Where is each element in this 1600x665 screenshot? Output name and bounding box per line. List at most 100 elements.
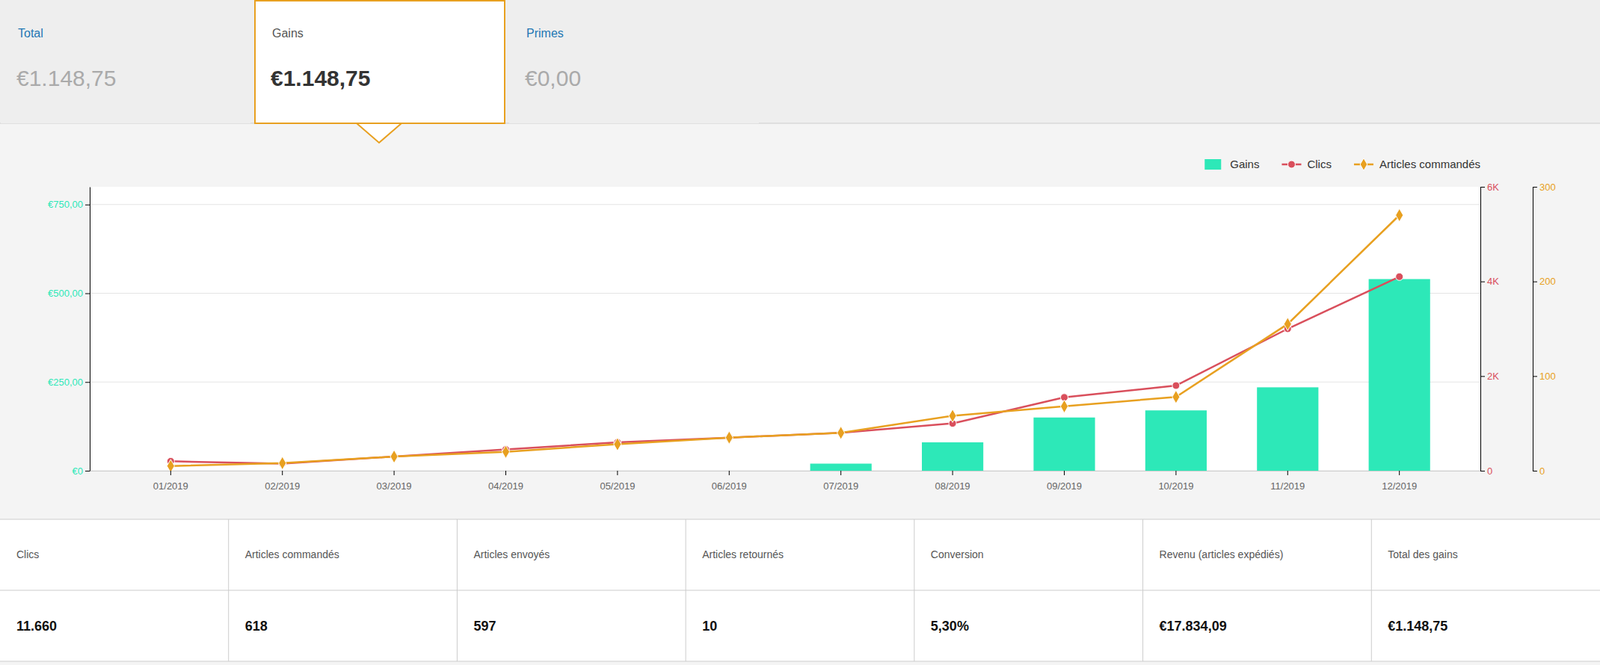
grid-line: [89, 293, 1481, 294]
grid-line: [89, 382, 1481, 383]
table-rule: [0, 519, 1600, 521]
tick: 06/2019: [711, 471, 747, 492]
tick-label: 200: [1539, 275, 1556, 288]
legend-item: Clics: [1281, 157, 1332, 171]
bar: [810, 464, 872, 472]
tick-label: €250,00: [47, 376, 83, 389]
tick: €250,00: [47, 376, 90, 389]
marks: [166, 208, 1431, 472]
table-separator: [1142, 519, 1144, 662]
tick-mark: [505, 471, 507, 476]
tab-pointer: [356, 123, 402, 143]
table-header: Articles envoyés: [473, 548, 550, 561]
bar: [363, 471, 425, 472]
tick-mark: [170, 471, 172, 476]
tick-mark: [1480, 471, 1485, 472]
tick-mark: [1398, 471, 1400, 476]
bar: [698, 471, 760, 472]
tick: €0: [72, 465, 90, 478]
tick: 2K: [1480, 370, 1500, 383]
tick-label: 04/2019: [488, 480, 524, 492]
tick-label: 2K: [1487, 370, 1500, 383]
legend-item: Articles commandés: [1354, 157, 1481, 171]
tick: 300: [1532, 181, 1556, 193]
tick: 11/2019: [1270, 471, 1305, 492]
tick: 0: [1480, 465, 1493, 478]
tick-mark: [1480, 186, 1485, 188]
tick-label: 01/2019: [153, 480, 189, 492]
tick: 10/2019: [1158, 471, 1194, 492]
tick: 01/2019: [153, 471, 189, 492]
table-separator: [913, 519, 915, 662]
tick-label: 11/2019: [1270, 480, 1305, 492]
tick: 02/2019: [264, 471, 300, 492]
tab-value: €0,00: [524, 65, 581, 91]
bar: [1256, 387, 1319, 472]
marker: [390, 450, 398, 464]
tick: 0: [1532, 465, 1545, 478]
table-value: €1.148,75: [1387, 619, 1448, 635]
tick-mark: [616, 471, 618, 476]
bar: [586, 471, 649, 472]
bar: [921, 442, 984, 472]
bar-series: [810, 279, 1431, 472]
tick-mark: [1175, 471, 1177, 476]
legend-label: Gains: [1229, 157, 1260, 171]
bar: [1368, 279, 1431, 472]
marker: [1172, 382, 1180, 390]
marker: [501, 445, 510, 460]
tick-mark: [952, 471, 954, 476]
tab: Primes €0,00: [509, 0, 759, 124]
tick: 07/2019: [823, 471, 859, 492]
header-background: [0, 0, 1600, 124]
header: Total€1.148,75Gains€1.148,75Primes€0,00: [0, 0, 1600, 124]
axis-line: [89, 187, 91, 472]
chart: 01/201902/201903/201904/201905/201906/20…: [47, 157, 1556, 492]
table-value: 618: [245, 619, 268, 635]
marker: [725, 431, 733, 445]
tick-label: 6K: [1487, 181, 1500, 193]
tick-label: 03/2019: [376, 480, 412, 492]
tab-background: [254, 0, 505, 124]
bar: [474, 471, 537, 472]
tick-label: 10/2019: [1158, 480, 1194, 492]
tab-value: €1.148,75: [270, 65, 371, 91]
table-value: 5,30%: [930, 619, 969, 635]
marker: [1060, 400, 1068, 414]
tab-label: Primes: [526, 26, 564, 40]
tick-label: €0: [72, 465, 83, 478]
legend-marker: [1287, 160, 1295, 169]
tick-mark: [1287, 471, 1289, 476]
table-header: Clics: [16, 548, 39, 561]
tick-mark: [1480, 376, 1485, 377]
legend-item: Gains: [1204, 157, 1260, 171]
tick-label: €750,00: [47, 198, 83, 211]
line: [170, 215, 1399, 467]
tick-label: 300: [1539, 181, 1556, 193]
tick-mark: [1532, 186, 1538, 188]
table-value: 11.660: [16, 619, 57, 635]
tick: 100: [1532, 370, 1556, 383]
legend-marker: [1360, 158, 1368, 172]
tick-mark: [728, 471, 730, 476]
grid: [89, 204, 1481, 472]
tick: 04/2019: [488, 471, 524, 492]
tick-mark: [85, 293, 90, 295]
tick-mark: [85, 204, 90, 206]
tick-mark: [1532, 281, 1538, 283]
tick: 12/2019: [1381, 471, 1417, 492]
marker: [1283, 317, 1292, 332]
marker: [1395, 272, 1404, 281]
x-axis: 01/201902/201903/201904/201905/201906/20…: [90, 471, 1482, 492]
y-axis: €0€250,00€500,00€750,00: [47, 187, 91, 478]
tick-mark: [1480, 281, 1485, 283]
table-header: Articles commandés: [245, 548, 340, 561]
tick-mark: [1063, 471, 1065, 476]
tick-mark: [1532, 471, 1538, 472]
grid-line: [89, 204, 1481, 205]
table-rule: [0, 661, 1600, 663]
background: [0, 0, 1600, 665]
tick-mark: [281, 471, 283, 476]
tab-label: Total: [17, 26, 44, 40]
tab-background: [0, 0, 251, 124]
